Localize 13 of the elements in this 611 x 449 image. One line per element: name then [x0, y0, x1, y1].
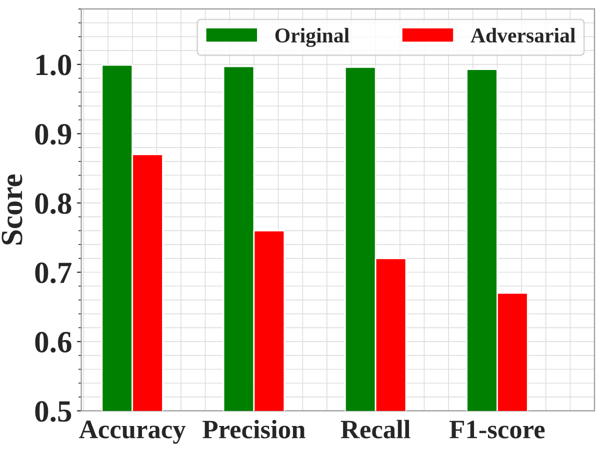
x-tick-label: F1-score — [450, 420, 545, 438]
legend-label: Adversarial — [470, 28, 576, 43]
legend-label: Original — [275, 28, 350, 47]
y-tick-label: 0.7 — [35, 262, 72, 284]
y-tick-label: 0.9 — [35, 124, 72, 145]
y-tick-label: 1.0 — [36, 54, 72, 76]
x-tick-label: Accuracy — [79, 420, 186, 444]
y-axis-title: Score — [2, 174, 22, 244]
y-tick-label: 0.5 — [35, 401, 72, 422]
x-tick-label: Precision — [202, 420, 306, 438]
x-tick-label: Recall — [340, 420, 410, 438]
y-tick-label: 0.8 — [35, 193, 72, 214]
y-tick-label: 0.6 — [35, 332, 72, 353]
